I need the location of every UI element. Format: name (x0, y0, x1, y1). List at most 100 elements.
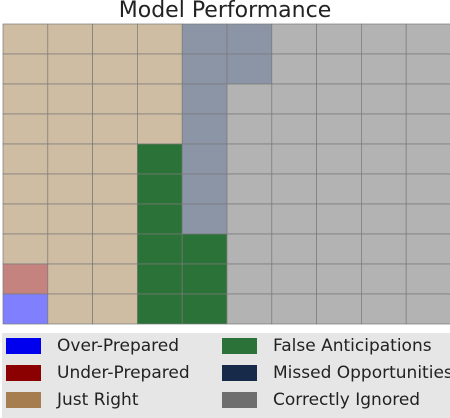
grid-cell-r3-c2 (92, 113, 138, 145)
grid-cell-r2-c6 (271, 83, 317, 115)
grid-cell-r7-c1 (47, 233, 93, 265)
grid-cell-r4-c9 (405, 143, 450, 175)
grid-cell-r0-c1 (47, 23, 93, 55)
grid-cell-r3-c7 (316, 113, 362, 145)
legend: Over-Prepared False Anticipations Under-Pr… (2, 333, 450, 418)
legend-label: False Anticipations (273, 336, 432, 356)
grid-cell-r6-c5 (226, 203, 273, 235)
grid-cell-r7-c9 (405, 233, 450, 265)
grid-cell-r9-c9 (405, 293, 450, 325)
legend-swatch (222, 392, 257, 408)
grid-cell-r8-c0 (2, 263, 49, 295)
grid-cell-r1-c3 (137, 53, 183, 85)
grid-cell-r1-c9 (405, 53, 450, 85)
grid-cell-r2-c9 (405, 83, 450, 115)
grid-cell-r2-c5 (226, 83, 273, 115)
legend-swatch (6, 365, 41, 381)
grid-cell-r2-c8 (361, 83, 407, 115)
legend-label: Over-Prepared (57, 336, 180, 356)
grid-cell-r6-c7 (316, 203, 362, 235)
grid-cell-r3-c0 (2, 113, 49, 145)
grid-cell-r1-c0 (2, 53, 49, 85)
grid-cell-r9-c6 (271, 293, 317, 325)
legend-label: Under-Prepared (57, 363, 190, 383)
grid-cell-r1-c1 (47, 53, 93, 85)
grid-cell-r2-c0 (2, 83, 49, 115)
grid-cell-r0-c2 (92, 23, 138, 55)
grid-cell-r2-c2 (92, 83, 138, 115)
grid-cell-r3-c6 (271, 113, 317, 145)
grid-cell-r7-c8 (361, 233, 407, 265)
grid-cell-r4-c7 (316, 143, 362, 175)
grid-cell-r0-c3 (137, 23, 183, 55)
grid-cell-r7-c6 (271, 233, 317, 265)
legend-item-false-anticipations: False Anticipations (222, 333, 432, 359)
grid-cell-r5-c7 (316, 173, 362, 205)
grid-cell-r1-c5 (226, 53, 273, 85)
grid-cell-r2-c7 (316, 83, 362, 115)
grid-cell-r8-c9 (405, 263, 450, 295)
grid-cell-r7-c3 (137, 233, 183, 265)
grid-cell-r8-c7 (316, 263, 362, 295)
grid-cell-r0-c0 (2, 23, 49, 55)
grid-cell-r3-c9 (405, 113, 450, 145)
legend-swatch (6, 338, 41, 354)
grid-cell-r0-c5 (226, 23, 273, 55)
grid-cell-r4-c3 (137, 143, 183, 175)
grid-cell-r2-c1 (47, 83, 93, 115)
grid-cell-r8-c3 (137, 263, 183, 295)
grid-cell-r6-c0 (2, 203, 49, 235)
grid-cell-r5-c1 (47, 173, 93, 205)
grid-cell-r0-c8 (361, 23, 407, 55)
grid-cell-r6-c9 (405, 203, 450, 235)
grid-cell-r2-c3 (137, 83, 183, 115)
grid-cell-r6-c2 (92, 203, 138, 235)
grid-cell-r1-c2 (92, 53, 138, 85)
grid-cell-r5-c6 (271, 173, 317, 205)
grid-cell-r3-c3 (137, 113, 183, 145)
grid-cell-r4-c6 (271, 143, 317, 175)
grid-cell-r9-c0 (2, 293, 49, 325)
grid-cell-r7-c0 (2, 233, 49, 265)
grid-cell-r4-c1 (47, 143, 93, 175)
waffle-grid (2, 23, 450, 325)
grid-cell-r5-c8 (361, 173, 407, 205)
grid-cell-r5-c9 (405, 173, 450, 205)
grid-cell-r8-c1 (47, 263, 93, 295)
grid-cell-r5-c0 (2, 173, 49, 205)
legend-item-correctly-ignored: Correctly Ignored (222, 387, 420, 413)
grid-cell-r4-c8 (361, 143, 407, 175)
grid-cell-r9-c8 (361, 293, 407, 325)
legend-label: Correctly Ignored (273, 390, 421, 410)
legend-item-just-right: Just Right (6, 387, 138, 413)
grid-cell-r3-c1 (47, 113, 93, 145)
grid-cell-r3-c4 (181, 113, 228, 145)
grid-cell-r9-c1 (47, 293, 93, 325)
legend-label: Missed Opportunities (273, 363, 450, 383)
grid-cell-r8-c6 (271, 263, 317, 295)
grid-cell-r5-c4 (181, 173, 228, 205)
grid-cell-r5-c2 (92, 173, 138, 205)
legend-swatch (222, 338, 257, 354)
grid-cell-r1-c4 (181, 53, 228, 85)
grid-cell-r0-c7 (316, 23, 362, 55)
grid-cell-r8-c8 (361, 263, 407, 295)
grid-cell-r6-c8 (361, 203, 407, 235)
grid-cell-r1-c7 (316, 53, 362, 85)
legend-item-missed-opportunities: Missed Opportunities (222, 360, 450, 386)
grid-cell-r4-c0 (2, 143, 49, 175)
grid-cell-r9-c2 (92, 293, 138, 325)
grid-cell-r7-c5 (226, 233, 273, 265)
legend-label: Just Right (57, 390, 139, 410)
legend-swatch (6, 392, 41, 408)
legend-item-over-prepared: Over-Prepared (6, 333, 179, 359)
grid-cell-r3-c5 (226, 113, 273, 145)
legend-swatch (222, 365, 257, 381)
chart-title: Model Performance (118, 0, 332, 23)
grid-cell-r0-c4 (181, 23, 228, 55)
grid-cell-r6-c4 (181, 203, 228, 235)
grid-cell-r2-c4 (181, 83, 228, 115)
grid-cell-r7-c7 (316, 233, 362, 265)
grid-cell-r8-c5 (226, 263, 273, 295)
grid-cell-r5-c5 (226, 173, 273, 205)
